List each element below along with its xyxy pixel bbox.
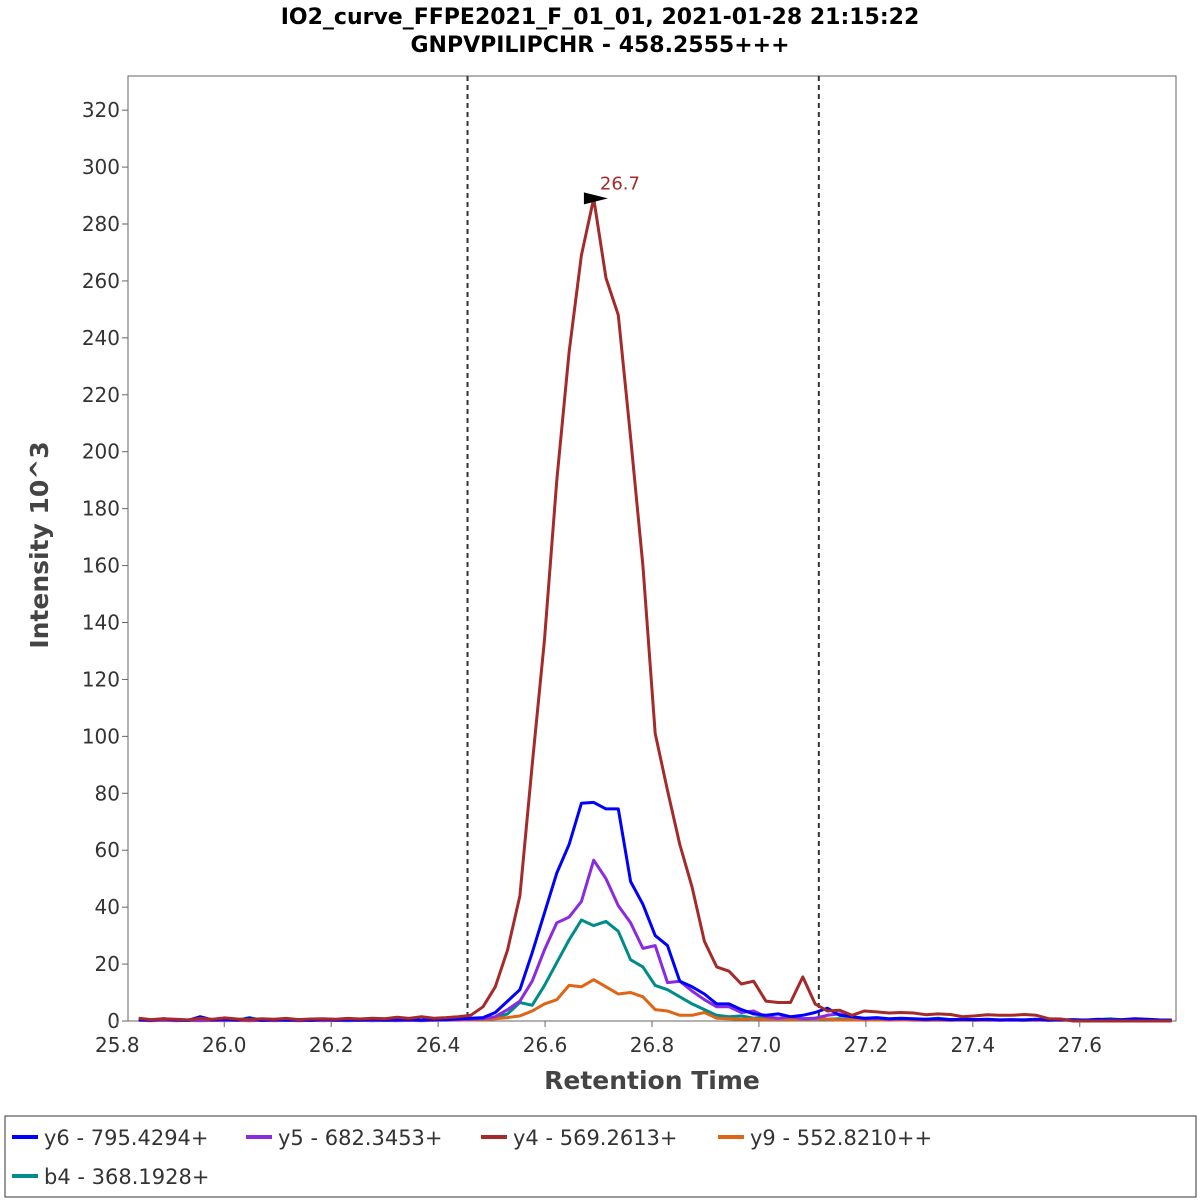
legend-label: b4 - 368.1928+ <box>44 1165 209 1189</box>
x-axis-title: Retention Time <box>544 1066 760 1095</box>
series-layer <box>138 196 1172 1023</box>
legend-label: y6 - 795.4294+ <box>44 1126 209 1150</box>
x-tick-label: 27.4 <box>951 1033 996 1057</box>
y-tick-label: 20 <box>95 952 120 976</box>
chart-title: IO2_curve_FFPE2021_F_01_01, 2021-01-28 2… <box>281 5 920 30</box>
y-tick-label: 120 <box>82 667 120 691</box>
y-tick-label: 240 <box>82 326 120 350</box>
y-tick-label: 200 <box>82 440 120 464</box>
y-tick-label: 220 <box>82 383 120 407</box>
peak-marker <box>583 192 608 205</box>
x-tick-label: 27.2 <box>844 1033 889 1057</box>
x-tick-label: 27.0 <box>737 1033 782 1057</box>
legend-label: y4 - 569.2613+ <box>513 1126 678 1150</box>
x-axis: 25.8 26.0 26.2 26.4 26.6 26.8 27.0 27.2 27.4 27.6 <box>95 1021 1102 1057</box>
y-tick-label: 320 <box>82 98 120 122</box>
x-tick-label: 26.6 <box>523 1033 568 1057</box>
annotation-layer: 26.7 <box>583 173 640 205</box>
y-axis-title: Intensity 10^3 <box>25 441 54 648</box>
legend-label: y9 - 552.8210++ <box>750 1126 932 1150</box>
plot-area <box>127 75 1177 1022</box>
y-tick-label: 40 <box>95 895 120 919</box>
x-tick-label: 26.0 <box>202 1033 247 1057</box>
x-tick-label: 27.6 <box>1057 1033 1102 1057</box>
legend-label: y5 - 682.3453+ <box>278 1126 443 1150</box>
y-tick-label: 180 <box>82 497 120 521</box>
x-tick-label: 26.8 <box>630 1033 675 1057</box>
x-tick-label: 26.2 <box>309 1033 354 1057</box>
x-tick-label: 25.8 <box>95 1033 140 1057</box>
series-line-3 <box>138 196 1172 1023</box>
y-tick-label: 160 <box>82 554 120 578</box>
x-tick-label: 26.4 <box>416 1033 461 1057</box>
legend-items: y6 - 795.4294+ y5 - 682.3453+ y4 - 569.261… <box>12 1126 932 1189</box>
y-tick-label: 140 <box>82 611 120 635</box>
peak-label: 26.7 <box>600 173 640 194</box>
y-tick-label: 100 <box>82 724 120 748</box>
integration-boundaries <box>466 76 820 1021</box>
y-tick-label: 60 <box>95 838 120 862</box>
y-tick-label: 280 <box>82 212 120 236</box>
chart-subtitle: GNPVPILIPCHR - 458.2555+++ <box>410 33 789 58</box>
legend <box>4 1115 1197 1198</box>
y-tick-label: 0 <box>107 1009 120 1033</box>
y-tick-label: 260 <box>82 269 120 293</box>
y-tick-label: 300 <box>82 155 120 179</box>
y-tick-label: 80 <box>95 781 120 805</box>
y-axis: 0 20 40 60 80 100 120 140 160 180 200 220 240 260 280 3… <box>82 98 128 1033</box>
